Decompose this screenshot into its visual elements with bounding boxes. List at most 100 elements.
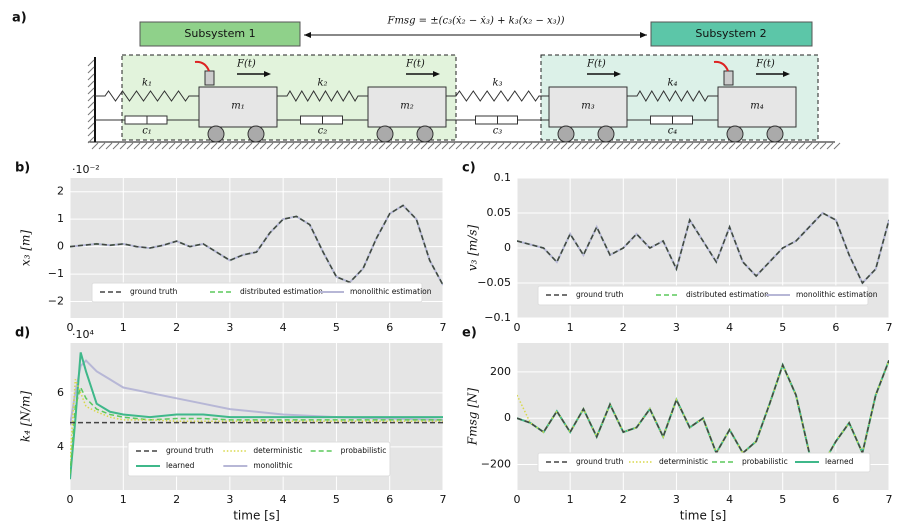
force-label: F(t) — [405, 59, 425, 70]
hatch — [133, 142, 141, 150]
hatch — [217, 142, 225, 150]
legend-label: deterministic — [659, 457, 708, 466]
hatch — [350, 142, 358, 150]
hatch — [98, 142, 106, 150]
hatch — [105, 142, 113, 150]
hatch — [623, 142, 631, 150]
panel-label: a) — [12, 11, 27, 26]
x-tick-label: 0 — [67, 493, 74, 506]
mass-label: m₄ — [750, 101, 764, 112]
hatch — [413, 142, 421, 150]
spring-label: k₃ — [492, 78, 502, 89]
wheel — [766, 125, 784, 143]
hatch — [392, 142, 400, 150]
hatch — [336, 142, 344, 150]
x-tick-label: 3 — [673, 321, 680, 334]
hatch — [532, 142, 540, 150]
hatch — [462, 142, 470, 150]
damper-label: c₄ — [668, 126, 678, 137]
data-line — [517, 212, 889, 285]
y-tick-label: 0 — [504, 411, 511, 424]
legend-label: learned — [166, 461, 195, 470]
damper-label: c₃ — [493, 126, 503, 137]
legend-label: ground truth — [576, 457, 624, 466]
x-tick-label: 3 — [226, 321, 233, 334]
legend-label: ground truth — [130, 287, 178, 296]
hatch — [455, 142, 463, 150]
y-axis-label: v₃ [m/s] — [466, 225, 480, 272]
hatch — [693, 142, 701, 150]
mass-label: m₁ — [231, 101, 245, 112]
hatch — [182, 142, 190, 150]
wheel — [247, 125, 265, 143]
legend-label: ground truth — [576, 290, 624, 299]
hatch — [147, 142, 155, 150]
wheel — [726, 125, 744, 143]
legend-label: monolithic estimation — [350, 287, 432, 296]
hatch — [490, 142, 498, 150]
hatch — [87, 115, 95, 123]
legend-label: distributed estimation — [240, 287, 323, 296]
y-tick-label: −1 — [48, 267, 64, 280]
hatch — [777, 142, 785, 150]
hatch — [371, 142, 379, 150]
y-tick-label: 200 — [490, 365, 511, 378]
hatch — [525, 142, 533, 150]
hatch — [784, 142, 792, 150]
hatch — [644, 142, 652, 150]
hatch — [497, 142, 505, 150]
hatch — [308, 142, 316, 150]
hatch — [798, 142, 806, 150]
hatch — [588, 142, 596, 150]
x-tick-label: 4 — [280, 493, 287, 506]
hatch — [87, 80, 95, 88]
spring — [277, 90, 368, 102]
hatch — [679, 142, 687, 150]
y-tick-label: −0.05 — [477, 276, 511, 289]
hatch — [511, 142, 519, 150]
hatch — [343, 142, 351, 150]
hatch — [175, 142, 183, 150]
x-tick-label: 3 — [673, 493, 680, 506]
hatch — [833, 142, 841, 150]
legend-label: monolithic estimation — [796, 290, 878, 299]
hatch — [742, 142, 750, 150]
actuator-wire — [194, 60, 210, 72]
x-tick-label: 2 — [620, 321, 627, 334]
hatch — [189, 142, 197, 150]
x-tick-label: 6 — [832, 493, 839, 506]
hatch — [749, 142, 757, 150]
hatch — [87, 108, 95, 116]
hatch — [238, 142, 246, 150]
y-tick-label: 0.1 — [494, 171, 512, 184]
hatch — [203, 142, 211, 150]
x-tick-label: 5 — [333, 493, 340, 506]
hatch — [378, 142, 386, 150]
hatch — [364, 142, 372, 150]
legend-box — [91, 282, 423, 303]
hatch — [87, 122, 95, 130]
subsystem-box — [650, 21, 813, 47]
hatch — [301, 142, 309, 150]
spring — [95, 90, 199, 102]
spring-label: k₂ — [317, 78, 327, 89]
hatch — [770, 142, 778, 150]
hatch — [287, 142, 295, 150]
hatch — [448, 142, 456, 150]
data-line — [70, 385, 443, 474]
axis-exponent: ·10⁻² — [72, 163, 100, 176]
x-tick-label: 5 — [779, 493, 786, 506]
hatch — [476, 142, 484, 150]
spring — [627, 90, 718, 102]
data-line — [70, 204, 443, 286]
y-tick-label: −0.1 — [484, 311, 511, 324]
hatch — [441, 142, 449, 150]
wheel — [597, 125, 615, 143]
x-tick-label: 7 — [440, 321, 447, 334]
hatch — [714, 142, 722, 150]
hatch — [658, 142, 666, 150]
hatch — [567, 142, 575, 150]
hatch — [812, 142, 820, 150]
x-tick-label: 3 — [226, 493, 233, 506]
hatch — [161, 142, 169, 150]
